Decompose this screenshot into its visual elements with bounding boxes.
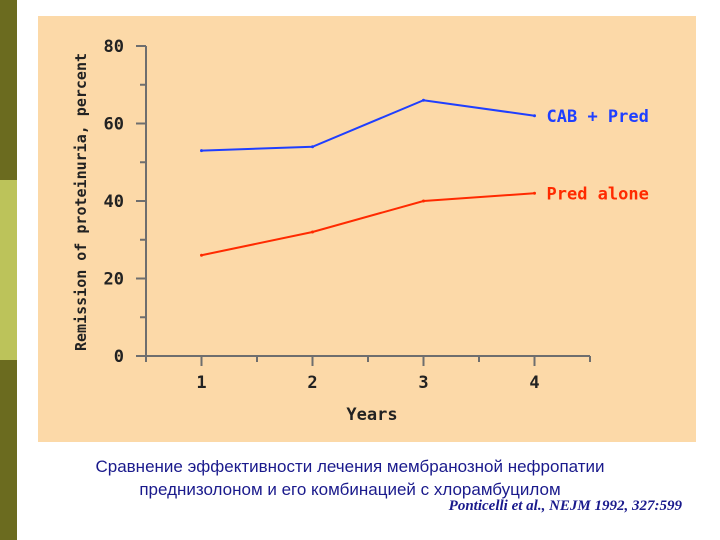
y-tick-label: 60 <box>104 115 124 135</box>
series-2-point <box>533 191 536 195</box>
series-1-point <box>533 114 536 118</box>
line-chart: 0 20 40 60 80 1 2 3 4 Years Remission of proteinur… <box>72 37 649 425</box>
x-tick-label: 4 <box>529 373 539 393</box>
chart-panel: 0 20 40 60 80 1 2 3 4 Years Remission of proteinur… <box>38 16 696 442</box>
side-bar-bottom <box>0 360 17 540</box>
y-axis-title: Remission of proteinuria, percent <box>72 53 90 351</box>
caption-line-1: Сравнение эффективности лечения мембрано… <box>95 457 605 476</box>
x-tick-label: 1 <box>196 373 206 393</box>
series-1-point <box>200 149 203 153</box>
series-1-point <box>311 145 314 149</box>
caption-line-2: преднизолоном и его комбинацией с хлорам… <box>139 480 561 499</box>
side-bar-top <box>0 0 17 180</box>
y-tick-label: 0 <box>114 347 124 367</box>
y-tick-label: 40 <box>104 192 124 212</box>
x-tick-label: 3 <box>418 373 428 393</box>
series-label-1: CAB + Pred <box>547 107 649 127</box>
x-tick-label: 2 <box>307 373 317 393</box>
side-bar-middle <box>0 180 17 360</box>
series-line-2 <box>201 192 535 257</box>
series-line-1 <box>201 99 535 152</box>
series-1-point <box>422 98 425 102</box>
citation: Ponticelli et al., NEJM 1992, 327:599 <box>448 498 682 514</box>
x-axis-title: Years <box>346 405 397 425</box>
series-2-point <box>422 199 425 203</box>
y-tick-label: 20 <box>104 270 124 290</box>
series-2-point <box>311 230 314 234</box>
series-label-2: Pred alone <box>547 184 649 204</box>
series-2-point <box>200 253 203 257</box>
slide-caption: Сравнение эффективности лечения мембрано… <box>30 455 670 501</box>
y-tick-label: 80 <box>104 37 124 57</box>
